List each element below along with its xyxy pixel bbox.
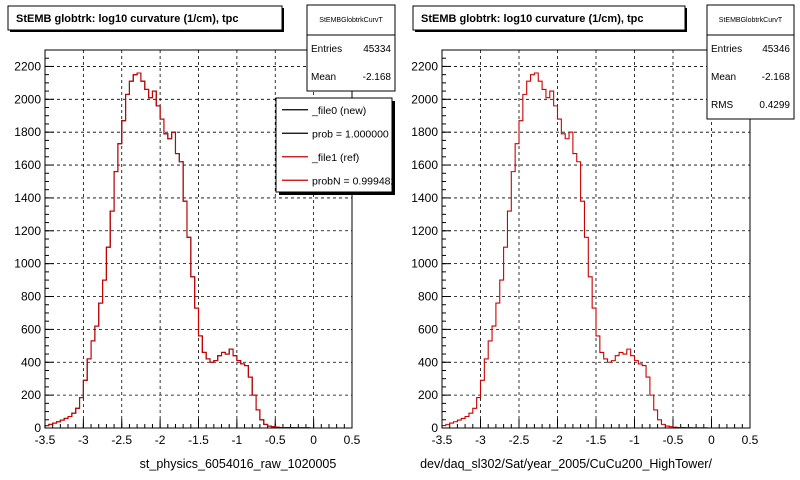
stats-label: RMS — [711, 100, 734, 111]
x-tick-label: -2.5 — [111, 433, 132, 447]
y-tick-label: 600 — [21, 322, 41, 336]
legend-entry: _file0 (new) — [311, 105, 366, 117]
x-tick-label: -3 — [475, 433, 486, 447]
x-tick-label: -3.5 — [35, 433, 56, 447]
y-tick-label: 200 — [21, 388, 41, 402]
stats-label: Mean — [711, 72, 736, 83]
x-tick-label: -0.5 — [265, 433, 286, 447]
stats-name: StEMBGlobtrkCurvT — [719, 17, 783, 24]
y-tick-label: 1800 — [411, 125, 438, 139]
x-tick-label: -2 — [552, 433, 563, 447]
y-tick-label: 1200 — [14, 224, 41, 238]
stats-label: Entries — [711, 44, 742, 55]
chart-panel-1: -3.5 -3 -2.5 -2 -1.5 -1 -0.5 0 0.5 0 200 400 600 800 1… — [7, 4, 397, 471]
legend-group: _file0 (new) prob = 1.000000 _file1 (ref) p… — [276, 98, 397, 192]
y-tick-label: 0 — [431, 421, 438, 435]
y-tick-label: 2000 — [14, 92, 41, 106]
y-tick-label: 1400 — [411, 191, 438, 205]
chart-panel-2: -3.5 -3 -2.5 -2 -1.5 -1 -0.5 0 0.5 0 200 400 600 800 1… — [411, 4, 795, 471]
stats-value: 0.4299 — [759, 100, 790, 111]
stats-value: -2.168 — [363, 72, 392, 83]
legend-box — [276, 98, 392, 192]
x-tick-label: -2 — [155, 433, 166, 447]
x-tick-label: -1.5 — [586, 433, 607, 447]
x-tick-label: 0 — [310, 433, 317, 447]
y-tick-label: 200 — [418, 388, 438, 402]
legend-entry: probN = 0.999482 — [312, 175, 397, 187]
legend-entry: _file1 (ref) — [311, 152, 359, 164]
histogram-series-2 — [44, 72, 352, 429]
x-tick-label: -1 — [629, 433, 640, 447]
x-tick-label: -1.5 — [188, 433, 209, 447]
x-tick-label: -3.5 — [432, 433, 453, 447]
x-tick-label: 0 — [708, 433, 715, 447]
x-tick-label: -1 — [232, 433, 243, 447]
y-tick-label: 400 — [21, 355, 41, 369]
title-box — [412, 5, 686, 31]
y-tick-label: 1800 — [14, 125, 41, 139]
y-tick-label: 800 — [418, 290, 438, 304]
y-tick-label: 400 — [418, 355, 438, 369]
y-tick-label: 1000 — [411, 257, 438, 271]
stats-box — [306, 4, 396, 92]
y-tick-label: 800 — [21, 290, 41, 304]
y-tick-label: 1400 — [14, 191, 41, 205]
legend-entry: prob = 1.000000 — [312, 128, 389, 140]
x-axis-label: st_physics_6054016_raw_1020005 — [140, 457, 337, 471]
title-box — [7, 5, 283, 31]
histogram-series-1 — [441, 72, 750, 429]
chart-title: StEMB globtrk: log10 curvature (1/cm), t… — [421, 13, 643, 25]
x-tick-label: 0.5 — [742, 433, 759, 447]
plot-frame — [441, 49, 751, 429]
y-tick-label: 2000 — [411, 92, 438, 106]
stats-name: StEMBGlobtrkCurvT — [319, 17, 383, 24]
y-tick-label: 2200 — [411, 59, 438, 73]
plot-frame — [44, 49, 353, 429]
y-tick-label: 1000 — [14, 257, 41, 271]
x-tick-label: -2.5 — [509, 433, 530, 447]
x-axis-label: dev/daq_sl302/Sat/year_2005/CuCu200_High… — [420, 457, 712, 471]
y-tick-label: 1600 — [14, 158, 41, 172]
y-tick-label: 0 — [34, 421, 41, 435]
y-tick-label: 600 — [418, 322, 438, 336]
y-tick-label: 1600 — [411, 158, 438, 172]
x-tick-label: -0.5 — [663, 433, 684, 447]
stats-box — [706, 4, 795, 120]
stats-value: -2.168 — [762, 72, 791, 83]
stats-label: Entries — [311, 44, 342, 55]
stats-value: 45346 — [762, 44, 790, 55]
x-tick-label: -3 — [78, 433, 89, 447]
y-tick-label: 2200 — [14, 59, 41, 73]
x-tick-label: 0.5 — [344, 433, 361, 447]
stats-value: 45334 — [363, 44, 391, 55]
stats-label: Mean — [311, 72, 336, 83]
chart-title: StEMB globtrk: log10 curvature (1/cm), t… — [16, 13, 238, 25]
y-tick-label: 1200 — [411, 224, 438, 238]
legend-border — [275, 97, 393, 193]
